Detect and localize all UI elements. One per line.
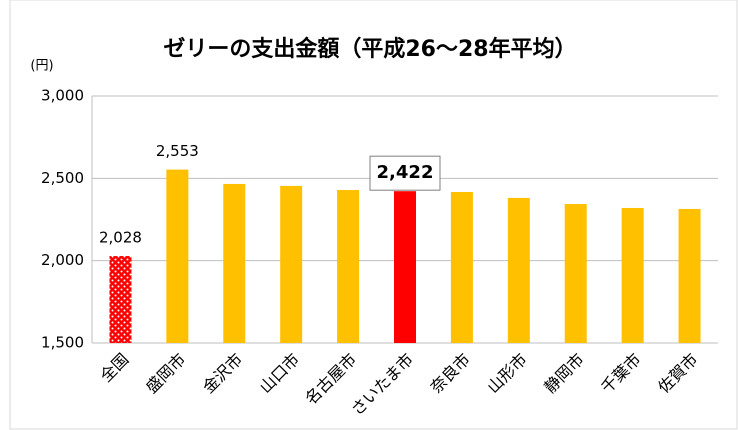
x-tick-label: 金沢市 <box>199 350 246 397</box>
y-tick-label: 2,500 <box>41 169 84 187</box>
x-tick-label: 盛岡市 <box>142 350 189 397</box>
y-tick-label: 3,000 <box>41 87 84 105</box>
x-tick-label: 奈良市 <box>427 350 474 397</box>
bar <box>507 197 530 343</box>
x-tick-label: 佐賀市 <box>654 350 701 397</box>
x-tick-label: 名古屋市 <box>301 350 360 409</box>
value-label: 2,028 <box>99 229 142 247</box>
bar <box>337 190 360 343</box>
bar <box>394 191 416 343</box>
value-label: 2,422 <box>377 162 434 183</box>
bar <box>166 169 189 343</box>
x-tick-label: 山口市 <box>256 350 303 397</box>
x-tick-label: さいたま市 <box>347 350 417 420</box>
value-label: 2,553 <box>156 142 199 160</box>
x-tick-label: 全国 <box>96 350 132 386</box>
bar <box>621 207 644 343</box>
bar <box>678 208 701 343</box>
y-tick-label: 2,000 <box>41 251 84 269</box>
bar <box>280 185 303 343</box>
unit-label: (円) <box>30 59 53 74</box>
x-tick-label: 静岡市 <box>540 350 587 397</box>
bar <box>109 256 132 343</box>
bar <box>450 192 473 343</box>
bar <box>564 204 587 343</box>
chart-title: ゼリーの支出金額（平成26～28年平均） <box>163 36 576 62</box>
y-tick-label: 1,500 <box>41 334 84 352</box>
bar <box>223 183 246 343</box>
x-tick-label: 千葉市 <box>597 350 644 397</box>
chart-border <box>9 0 738 430</box>
value-label-box <box>369 155 441 191</box>
x-tick-label: 山形市 <box>483 350 530 397</box>
